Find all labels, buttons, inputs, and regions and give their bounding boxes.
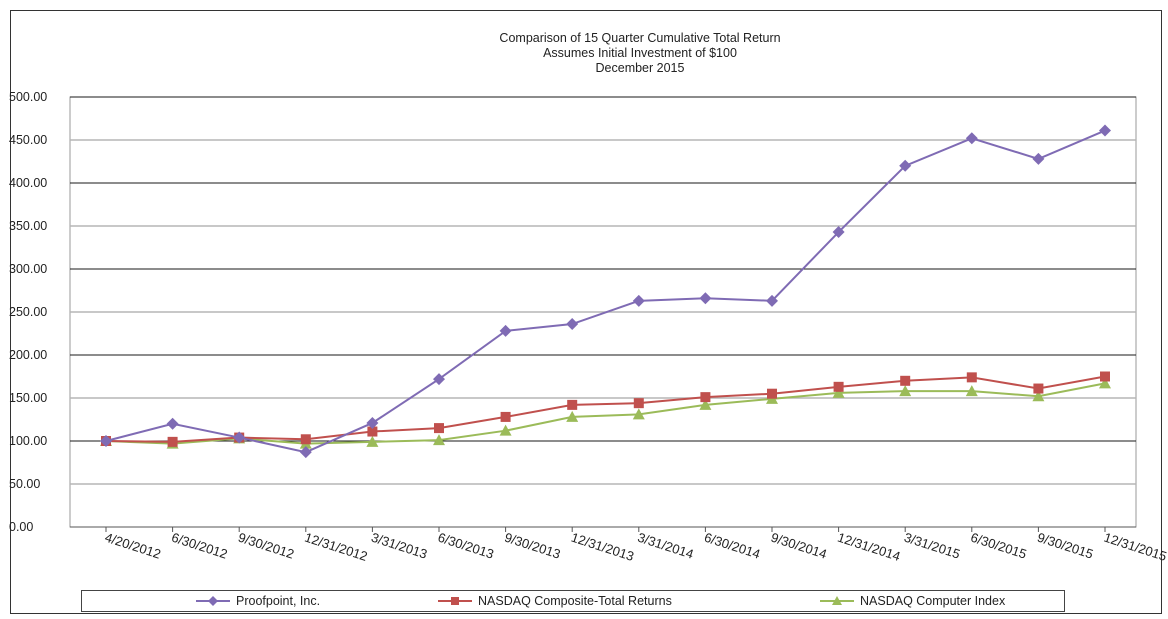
data-point <box>766 294 778 307</box>
data-point <box>832 226 845 239</box>
data-point <box>1099 377 1111 389</box>
data-point <box>632 294 645 307</box>
legend-swatch-square-icon <box>438 597 472 605</box>
legend-item-nasdaq-computer: NASDAQ Computer Index <box>818 594 1005 608</box>
data-point <box>299 446 312 459</box>
x-tick-label: 3/31/2015 <box>902 530 962 562</box>
x-tick-label: 12/31/2014 <box>836 530 903 564</box>
data-point <box>167 436 178 447</box>
data-point <box>965 132 978 145</box>
x-tick-label: 3/31/2013 <box>369 530 429 562</box>
y-tick-label: 50.00 <box>9 477 40 491</box>
data-point <box>499 324 512 337</box>
data-point <box>699 398 712 410</box>
data-point <box>1033 383 1044 394</box>
data-point <box>566 318 579 331</box>
data-point <box>433 373 445 386</box>
x-tick-label: 6/30/2014 <box>702 530 762 562</box>
x-tick-label: 6/30/2015 <box>969 530 1029 562</box>
data-point <box>367 426 378 437</box>
data-point <box>233 431 246 444</box>
x-tick-label: 12/31/2013 <box>569 530 636 564</box>
data-point <box>833 381 844 392</box>
legend-label: NASDAQ Computer Index <box>860 594 1006 608</box>
data-point <box>700 392 711 403</box>
chart-subtitle: Assumes Initial Investment of $100 <box>543 46 737 60</box>
series-line <box>105 129 1106 454</box>
data-point <box>1100 371 1110 382</box>
data-point <box>566 410 579 422</box>
data-point <box>1099 124 1111 137</box>
legend-label: Proofpoint, Inc. <box>236 594 321 608</box>
y-tick-label: 100.00 <box>9 434 47 448</box>
y-tick-label: 350.00 <box>9 219 47 233</box>
data-point <box>633 398 644 409</box>
x-tick-label: 6/30/2012 <box>170 530 230 562</box>
y-tick-label: 250.00 <box>9 305 47 319</box>
y-tick-label: 0.00 <box>9 520 33 534</box>
data-point <box>899 159 912 172</box>
y-tick-label: 400.00 <box>9 176 47 190</box>
data-point <box>500 411 511 422</box>
data-point <box>499 424 512 436</box>
x-tick-label: 12/31/2012 <box>303 530 370 564</box>
legend-label: NASDAQ Composite-Total Returns <box>478 594 672 608</box>
x-axis-ticks: 4/20/2012 6/30/2012 9/30/2012 12/31/2012 3/3… <box>103 527 1168 564</box>
data-point <box>966 372 977 383</box>
x-tick-label: 3/31/2014 <box>636 530 696 562</box>
data-point <box>767 388 777 399</box>
data-point <box>366 416 379 429</box>
chart-title-block: Comparison of 15 Quarter Cumulative Tota… <box>440 31 840 76</box>
y-tick-label: 300.00 <box>9 262 47 276</box>
x-tick-label: 4/20/2012 <box>103 530 163 562</box>
data-point <box>832 386 845 398</box>
data-point <box>434 423 444 434</box>
legend-item-nasdaq-composite: NASDAQ Composite-Total Returns <box>436 594 672 608</box>
chart-legend: Proofpoint, Inc. NASDAQ Composite-Total … <box>81 590 1065 612</box>
chart-date-label: December 2015 <box>595 61 685 75</box>
y-tick-label: 450.00 <box>9 133 47 147</box>
y-tick-label: 500.00 <box>9 90 47 104</box>
x-tick-label: 9/30/2014 <box>769 530 829 562</box>
x-tick-label: 9/30/2012 <box>236 530 296 562</box>
data-point <box>699 292 712 305</box>
data-point <box>899 385 912 397</box>
x-tick-label: 12/31/2015 <box>1102 530 1168 564</box>
data-point <box>1032 390 1045 402</box>
data-point <box>900 375 911 386</box>
series-lines <box>100 124 1111 459</box>
series-line <box>105 375 1106 443</box>
data-point <box>965 385 978 397</box>
data-point <box>1032 152 1045 165</box>
chart-title: Comparison of 15 Quarter Cumulative Tota… <box>499 31 781 45</box>
x-tick-label: 9/30/2013 <box>503 530 563 562</box>
data-point <box>433 434 445 446</box>
series-line <box>105 382 1106 445</box>
data-point <box>366 435 379 447</box>
y-tick-label: 200.00 <box>9 348 47 362</box>
series-0 <box>100 124 1111 459</box>
data-point <box>632 408 645 420</box>
y-tick-label: 150.00 <box>9 391 47 405</box>
gridlines <box>69 96 1137 528</box>
data-point <box>166 417 179 430</box>
legend-swatch-triangle-icon <box>820 596 854 605</box>
series-1 <box>101 371 1110 447</box>
legend-item-proofpoint: Proofpoint, Inc. <box>194 594 320 608</box>
chart-frame <box>10 10 1162 614</box>
data-point <box>567 399 578 410</box>
x-tick-label: 9/30/2015 <box>1035 530 1095 562</box>
x-tick-label: 6/30/2013 <box>436 530 496 562</box>
y-axis-ticks: 0.00 50.00 100.00 150.00 200.00 250.00 300.00 3… <box>9 90 47 534</box>
data-point <box>300 434 311 445</box>
data-point <box>100 435 112 447</box>
legend-swatch-diamond-icon <box>196 596 230 606</box>
